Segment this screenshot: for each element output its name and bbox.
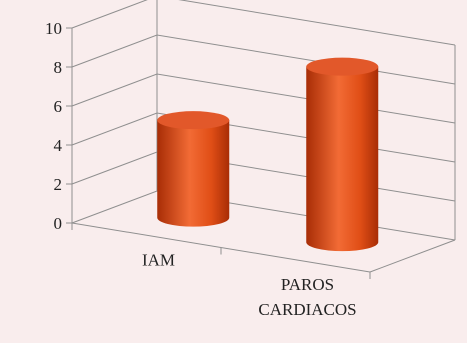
label-layer: 0 2 4 6 8 10 IAM PAROS CARDIACOS: [45, 19, 357, 319]
x-tick-label-line: PAROS: [281, 275, 334, 294]
gridline: [71, 73, 456, 124]
gridline: [71, 0, 456, 46]
bar-body: [157, 120, 230, 227]
y-tick-label: 6: [54, 97, 63, 116]
gridline: [71, 34, 456, 85]
x-tick-label: IAM: [142, 250, 175, 269]
y-tick-label: 0: [54, 214, 63, 233]
y-tick-label: 2: [54, 175, 63, 194]
bar-top: [157, 111, 230, 130]
x-tick-label-line: CARDIACOS: [258, 300, 356, 319]
y-tick-label: 8: [54, 58, 63, 77]
gridline: [71, 151, 456, 202]
bar-top: [306, 57, 379, 76]
floor-edge: [369, 239, 456, 273]
x-tick-label-line: IAM: [142, 250, 175, 269]
bar-layer: [157, 57, 379, 252]
bar-iam: [157, 111, 230, 227]
gridline: [71, 112, 456, 163]
bar-paros-cardiacos: [306, 57, 379, 252]
axis-layer: [66, 0, 456, 279]
x-tick-label: PAROS CARDIACOS: [258, 275, 356, 319]
y-tick-label: 4: [54, 136, 63, 155]
grid-layer: [71, 0, 456, 241]
y-tick-label: 10: [45, 19, 62, 38]
bar-body: [306, 66, 379, 252]
